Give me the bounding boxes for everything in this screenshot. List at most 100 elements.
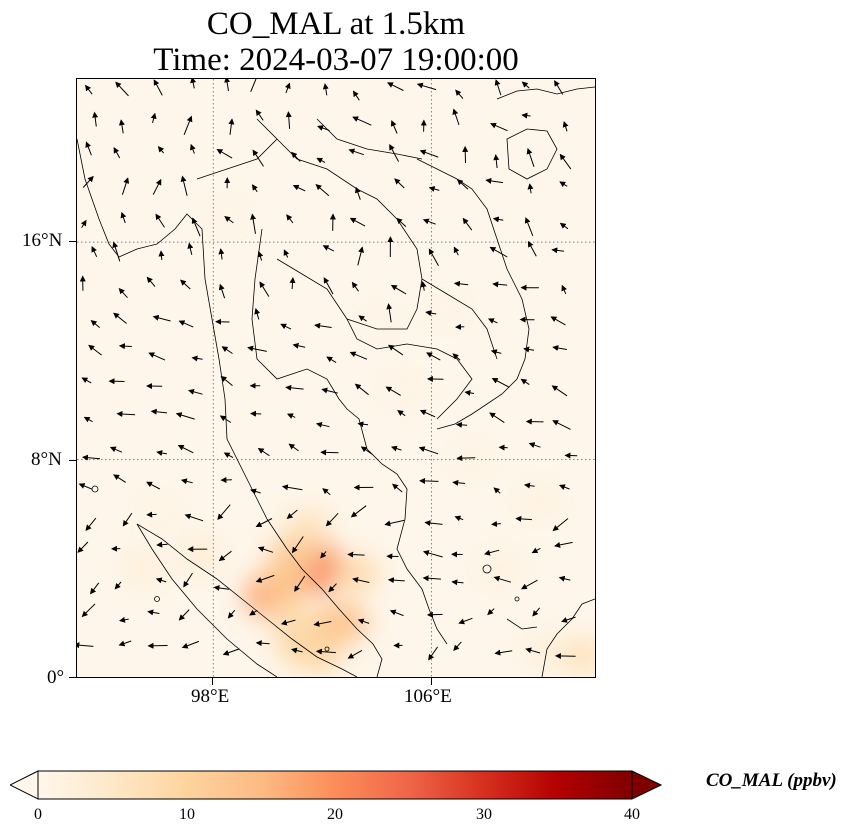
wind-arrow	[156, 541, 168, 548]
wind-arrow	[289, 277, 296, 290]
wind-arrow	[552, 420, 571, 430]
border	[196, 138, 278, 180]
wind-arrow	[426, 352, 441, 361]
wind-arrow	[85, 141, 92, 156]
colorbar-tick-label: 0	[34, 806, 42, 823]
wind-arrow	[420, 281, 427, 291]
wind-arrow	[456, 179, 469, 190]
wind-arrow	[90, 320, 101, 328]
wind-arrow	[191, 355, 203, 362]
wind-arrow	[150, 112, 157, 124]
wind-arrow	[455, 89, 464, 99]
wind-arrow	[550, 316, 566, 326]
coastline	[136, 523, 358, 677]
wind-arrow	[85, 517, 97, 531]
wind-arrow	[113, 147, 121, 159]
wind-arrow	[91, 245, 98, 258]
wind-arrow	[520, 378, 530, 386]
wind-arrow	[291, 151, 301, 162]
wind-arrow	[347, 649, 363, 659]
wind-arrow	[523, 346, 535, 353]
wind-arrow	[280, 619, 296, 626]
wind-arrow	[92, 111, 99, 127]
island	[482, 564, 492, 574]
wind-arrow	[247, 345, 267, 352]
lat-tick-mark	[69, 460, 76, 461]
wind-arrow	[118, 640, 132, 647]
wind-arrow	[493, 487, 501, 494]
wind-arrow	[257, 546, 274, 553]
wind-arrow	[397, 410, 406, 417]
wind-arrow	[317, 125, 330, 131]
wind-arrow	[464, 389, 475, 396]
wind-arrow	[183, 572, 193, 588]
co-hotspot	[266, 599, 313, 636]
wind-arrow	[551, 247, 565, 254]
wind-arrow	[119, 616, 129, 623]
wind-arrow	[316, 157, 326, 164]
wind-arrow	[249, 609, 258, 616]
wind-arrow	[314, 322, 332, 329]
wind-arrow	[453, 641, 462, 652]
wind-arrow	[561, 616, 576, 623]
border	[421, 278, 498, 360]
wind-arrow	[385, 386, 401, 396]
co-hotspot	[125, 552, 165, 584]
wind-arrow	[291, 536, 304, 554]
wind-arrow	[328, 583, 337, 593]
wind-arrow	[222, 648, 240, 656]
wind-arrow	[487, 608, 495, 616]
wind-arrow	[89, 582, 100, 595]
wind-arrow	[251, 184, 258, 193]
wind-arrow	[120, 211, 127, 224]
wind-arrow	[384, 519, 405, 527]
wind-arrow	[113, 474, 127, 483]
wind-arrow	[320, 551, 327, 559]
wind-arrow	[552, 518, 569, 532]
wind-arrow	[294, 575, 306, 592]
wind-arrow	[286, 413, 296, 419]
wind-arrow	[462, 217, 473, 231]
lat-tick-label: 16°N	[22, 230, 63, 251]
wind-arrow	[322, 245, 335, 252]
wind-arrow	[285, 384, 304, 391]
wind-arrow	[452, 353, 461, 361]
wind-arrow	[485, 177, 504, 184]
wind-arrow	[292, 184, 306, 192]
wind-arrow	[559, 153, 572, 170]
wind-arrow	[351, 281, 360, 292]
wind-arrow	[561, 284, 567, 295]
wind-arrow	[521, 81, 530, 89]
wind-arrow	[118, 287, 128, 299]
wind-arrow	[352, 577, 370, 583]
wind-arrow	[114, 581, 122, 590]
wind-arrow	[559, 222, 569, 230]
co-hotspot	[286, 510, 331, 545]
wind-arrow	[358, 315, 367, 322]
wind-arrow	[255, 109, 264, 121]
wind-arrow	[389, 609, 404, 617]
wind-arrow	[180, 279, 191, 290]
border	[316, 118, 423, 160]
wind-arrow	[156, 450, 167, 456]
wind-arrow	[213, 585, 230, 591]
lat-tick-mark	[69, 241, 76, 242]
border	[256, 118, 423, 330]
wind-arrow	[452, 108, 460, 126]
wind-arrow	[326, 356, 337, 364]
wind-arrow	[155, 577, 167, 584]
wind-arrow	[82, 454, 101, 461]
wind-arrow	[491, 520, 501, 527]
wind-arrow	[487, 318, 498, 324]
wind-arrow	[418, 446, 439, 455]
island	[91, 485, 99, 493]
wind-arrow	[489, 412, 505, 424]
coastline	[496, 86, 595, 100]
wind-arrow	[357, 246, 364, 266]
wind-arrow	[250, 488, 261, 495]
wind-arrow	[146, 481, 161, 490]
wind-arrow	[228, 118, 235, 135]
wind-arrow	[288, 443, 299, 452]
wind-arrow	[250, 410, 262, 417]
wind-arrow	[491, 378, 510, 388]
